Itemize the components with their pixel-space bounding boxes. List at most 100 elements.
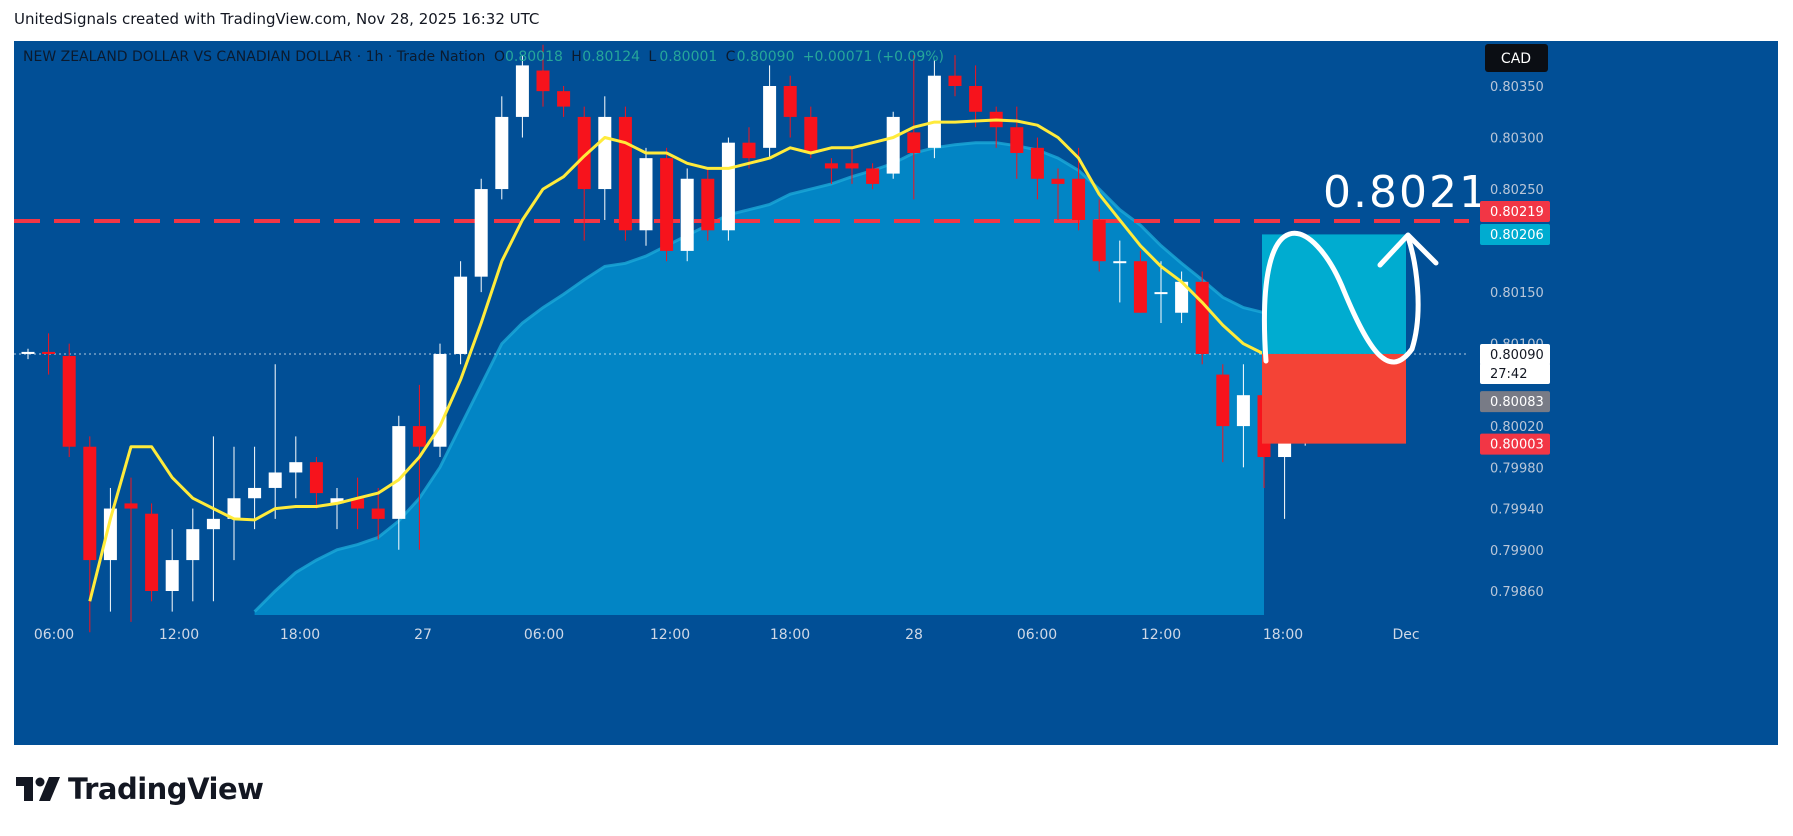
candle-body	[433, 353, 447, 447]
candle-body	[515, 65, 529, 117]
candle-body	[948, 75, 962, 86]
candle-body	[783, 86, 797, 117]
candle	[62, 343, 76, 458]
tradingview-logo[interactable]: TradingView	[16, 772, 264, 806]
candle-body	[907, 132, 921, 153]
candle	[145, 503, 159, 602]
candle	[1072, 147, 1086, 231]
candle-body	[886, 116, 900, 174]
moving-average-line	[88, 118, 1265, 602]
tradingview-logo-icon	[16, 777, 60, 801]
candle-body	[248, 487, 262, 499]
candle	[1133, 250, 1147, 313]
candle-body	[206, 518, 220, 530]
candle-body	[371, 508, 385, 519]
price-tag-bg	[1480, 391, 1550, 413]
candle	[927, 60, 941, 159]
ohlc-value: 0.80018	[505, 49, 563, 65]
candle	[1092, 199, 1106, 272]
candle	[618, 106, 632, 241]
candle-body	[351, 498, 365, 509]
ohlc-key: C	[726, 49, 736, 65]
candle	[660, 147, 674, 262]
candle-body	[227, 498, 241, 519]
candle-body	[62, 356, 76, 447]
candle-body	[474, 189, 488, 277]
candle-body	[1092, 219, 1106, 262]
candle	[1195, 271, 1209, 365]
candle	[557, 86, 571, 117]
candle-body	[804, 116, 818, 153]
candle	[536, 44, 550, 107]
candle-body	[330, 498, 344, 504]
candle	[227, 446, 241, 561]
candle	[639, 147, 653, 246]
wave-arrow-head	[1377, 232, 1439, 268]
target-zone-box	[1262, 234, 1406, 354]
currency-badge-bg	[1485, 44, 1548, 72]
time-axis-label: Dec	[1392, 627, 1419, 643]
candle-body	[124, 503, 138, 509]
candle	[845, 147, 859, 184]
price-chart[interactable]: 0.8021 0.80350 0.80300 0.80250 0.80150 0.801…	[14, 41, 1778, 745]
candle-body	[557, 91, 571, 107]
candle-body	[21, 351, 35, 354]
candle-body	[289, 462, 303, 473]
candle	[515, 55, 529, 138]
candle	[309, 457, 323, 509]
candle	[742, 127, 756, 169]
candle	[186, 508, 200, 602]
ohlc-value: 0.80090	[737, 49, 795, 65]
candle-body	[701, 178, 715, 231]
candle	[969, 65, 983, 128]
candle-body	[1030, 147, 1044, 179]
candle	[351, 477, 365, 530]
candle-body	[639, 158, 653, 231]
ohlc-value: 0.80124	[582, 49, 640, 65]
price-tag-last: 0.80090	[1480, 343, 1550, 365]
tradingview-logo-text: TradingView	[68, 772, 264, 806]
symbol-title: NEW ZEALAND DOLLAR VS CANADIAN DOLLAR · …	[23, 49, 485, 65]
price-tag-target: 0.80206	[1480, 224, 1550, 245]
candle	[330, 487, 344, 530]
candle	[763, 65, 777, 159]
drawing-layer: 0.8021	[1262, 167, 1487, 444]
candle-body	[1051, 178, 1065, 184]
ohlc-key: L	[648, 49, 656, 65]
price-tag-bg	[1480, 224, 1550, 245]
ma-layer	[88, 118, 1265, 602]
candle-body	[927, 75, 941, 148]
price-axis-tick: 0.80150	[1490, 286, 1544, 301]
price-tag-label: 27:42	[1490, 367, 1527, 382]
candle	[1051, 168, 1065, 220]
candle	[124, 477, 138, 622]
candle	[474, 178, 488, 293]
time-axis-label: 28	[905, 627, 923, 643]
price-axis-tick: 0.80020	[1490, 420, 1544, 435]
chart-frame[interactable]: 0.8021 0.80350 0.80300 0.80250 0.80150 0.801…	[14, 41, 1778, 745]
candle	[268, 364, 282, 519]
candle-body	[412, 426, 426, 447]
time-axis-label: 27	[414, 627, 432, 643]
candle	[1030, 137, 1044, 200]
candle	[371, 487, 385, 540]
candle-body	[309, 462, 323, 494]
time-axis-label: 06:00	[524, 627, 564, 643]
candle	[680, 168, 694, 262]
price-tag-indicator: 0.80083	[1480, 391, 1550, 413]
candle	[1154, 261, 1168, 324]
candle-body	[83, 446, 97, 561]
candle-body	[42, 351, 56, 354]
price-axis-tick: 0.80250	[1490, 183, 1544, 198]
price-tag-label: 0.80219	[1490, 205, 1544, 220]
price-tag-level: 0.80219	[1480, 201, 1550, 222]
candle	[701, 168, 715, 241]
candle	[721, 137, 735, 241]
candle	[824, 158, 838, 184]
price-tag-label: 0.80206	[1490, 228, 1544, 243]
candle-body	[1216, 374, 1230, 427]
candle	[42, 333, 56, 375]
candle	[577, 106, 591, 241]
price-axis-tick: 0.79900	[1490, 544, 1544, 559]
ohlc-key: O	[494, 49, 505, 65]
